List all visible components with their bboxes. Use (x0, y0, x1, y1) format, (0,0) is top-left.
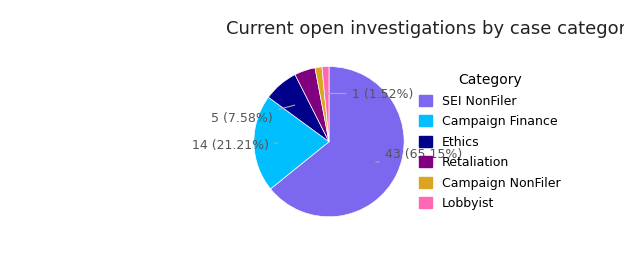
Wedge shape (268, 75, 329, 142)
Text: Current open investigations by case category: Current open investigations by case cate… (226, 20, 624, 38)
Text: 5 (7.58%): 5 (7.58%) (212, 105, 295, 125)
Wedge shape (322, 67, 329, 142)
Wedge shape (271, 67, 404, 217)
Text: 14 (21.21%): 14 (21.21%) (192, 139, 278, 152)
Wedge shape (254, 97, 329, 189)
Wedge shape (295, 68, 329, 142)
Text: 1 (1.52%): 1 (1.52%) (325, 88, 413, 101)
Text: 43 (65.15%): 43 (65.15%) (376, 148, 462, 162)
Legend: SEI NonFiler, Campaign Finance, Ethics, Retaliation, Campaign NonFiler, Lobbyist: SEI NonFiler, Campaign Finance, Ethics, … (414, 68, 565, 215)
Wedge shape (315, 67, 329, 142)
